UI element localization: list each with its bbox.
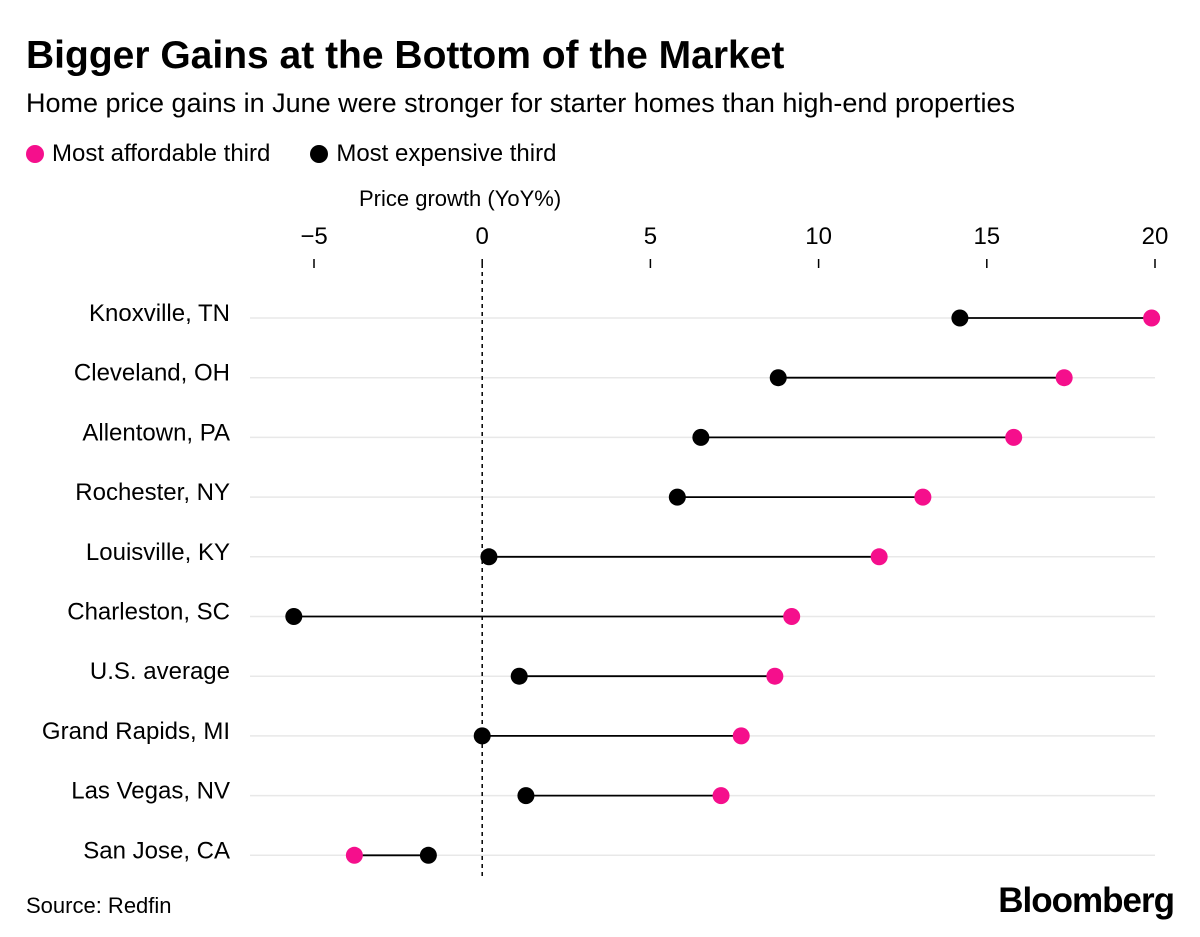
category-label: Las Vegas, NV	[71, 778, 230, 805]
dot-most-affordable	[914, 488, 932, 506]
category-label: Allentown, PA	[82, 419, 230, 446]
legend: Most affordable third Most expensive thi…	[26, 140, 596, 168]
brand-logo: Bloomberg	[998, 881, 1175, 920]
dot-most-affordable	[712, 787, 730, 805]
dot-most-affordable	[870, 548, 888, 566]
dot-most-expensive	[510, 667, 528, 685]
x-axis-label: Price growth (YoY%)	[359, 186, 562, 211]
category-label: Charleston, SC	[67, 599, 230, 626]
legend-item-affordable: Most affordable third	[26, 140, 270, 168]
category-label: Knoxville, TN	[89, 300, 230, 327]
dot-most-affordable	[1055, 369, 1073, 387]
legend-marker-affordable	[26, 145, 44, 163]
x-tick-label: 10	[805, 223, 832, 250]
dot-most-affordable	[1143, 309, 1161, 327]
dot-most-expensive	[517, 787, 535, 805]
dot-most-affordable	[766, 667, 784, 685]
legend-label-expensive: Most expensive third	[336, 140, 557, 167]
x-tick-label: −5	[300, 223, 327, 250]
dot-most-expensive	[285, 608, 303, 625]
dot-most-expensive	[480, 548, 498, 566]
legend-item-expensive: Most expensive third	[310, 140, 556, 168]
category-label: Grand Rapids, MI	[42, 718, 230, 745]
dot-most-expensive	[951, 309, 969, 327]
dot-most-affordable	[783, 608, 801, 625]
source-note: Source: Redfin	[26, 893, 172, 918]
x-tick-label: 15	[973, 223, 1000, 250]
dot-most-affordable	[1005, 428, 1023, 446]
dot-most-expensive	[473, 727, 491, 745]
category-label: U.S. average	[90, 658, 230, 685]
category-label: Rochester, NY	[75, 479, 230, 506]
chart-subtitle: Home price gains in June were stronger f…	[26, 88, 1016, 118]
x-tick-label: 0	[476, 223, 489, 250]
dot-most-expensive	[419, 846, 437, 864]
dot-most-expensive	[769, 369, 787, 387]
dot-most-affordable	[732, 727, 750, 745]
dot-most-expensive	[692, 428, 710, 446]
x-tick-label: 20	[1142, 223, 1169, 250]
chart-title: Bigger Gains at the Bottom of the Market	[26, 34, 785, 77]
legend-label-affordable: Most affordable third	[52, 140, 271, 167]
dot-most-expensive	[668, 488, 686, 506]
category-label: Cleveland, OH	[74, 360, 230, 387]
category-label: San Jose, CA	[83, 837, 230, 864]
dot-most-affordable	[345, 846, 363, 864]
x-tick-label: 5	[644, 223, 657, 250]
category-label: Louisville, KY	[86, 539, 230, 566]
legend-marker-expensive	[310, 145, 329, 163]
